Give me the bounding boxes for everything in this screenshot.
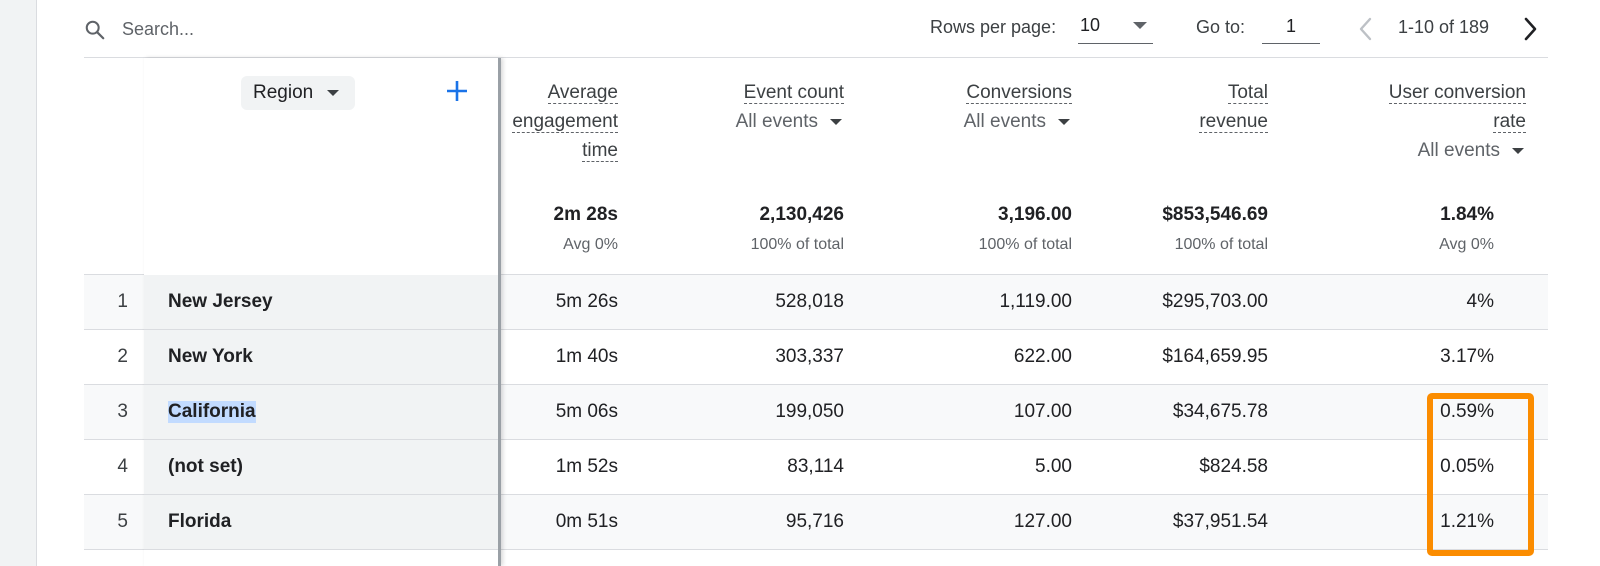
caret-down-icon [327,90,340,96]
column-header-conversions[interactable]: Conversions All events [964,78,1072,136]
total-subtext: 100% of total [1174,236,1268,253]
table-cell: 528,018 [775,291,844,312]
table-cell: 0.59% [1440,401,1494,422]
table-cell: 1,119.00 [999,291,1072,312]
event-filter-select[interactable]: All events [964,107,1072,136]
table-cell: 5.00 [1035,456,1072,477]
table-cell: 1m 40s [555,346,618,367]
total-subtext: Avg 0% [563,236,618,253]
table-cell: 303,337 [775,346,844,367]
highlight-annotation-box [1427,393,1534,556]
table-cell: 95,716 [785,511,844,532]
chevron-right-icon[interactable] [1520,16,1540,42]
search-icon[interactable] [84,19,106,41]
row-index: 4 [117,456,128,477]
table-cell: $164,659.95 [1162,346,1268,367]
region-cell[interactable]: (not set) [144,440,498,495]
region-name-selected: California [168,401,256,423]
total-value: 3,196.00 [998,204,1072,225]
goto-page-input[interactable] [1262,10,1320,44]
row-index: 2 [117,346,128,367]
data-table: 1 2 3 4 5 ed er er Average engagement ti… [84,58,1548,566]
event-filter-select[interactable]: All events [736,107,844,136]
row-index: 3 [117,401,128,422]
rows-per-page-label: Rows per page: [930,17,1057,37]
pagination-range: 1-10 of 189 [1398,17,1490,37]
table-cell: 199,050 [775,401,844,422]
table-cell: $37,951.54 [1172,511,1268,532]
total-value: 2,130,426 [759,204,844,225]
table-cell: 127.00 [1013,511,1072,532]
region-cell[interactable]: Florida [144,495,498,550]
table-cell: 83,114 [787,456,844,477]
caret-down-icon [1133,22,1147,29]
table-cell: $824.58 [1199,456,1268,477]
total-value: $853,546.69 [1162,204,1268,225]
table-cell: 5m 26s [555,291,618,312]
total-value: 2m 28s [553,204,618,225]
table-cell: $295,703.00 [1162,291,1268,312]
header-divider [84,274,1548,275]
table-cell: 5m 06s [555,401,618,422]
row-index: 1 [117,291,128,312]
column-header-user-conversion-rate[interactable]: User conversion rate All events [1388,78,1526,165]
total-subtext: 100% of total [978,236,1072,253]
caret-down-icon [830,119,842,125]
total-value: 1.84% [1440,204,1494,225]
region-cell[interactable]: California [144,385,498,440]
row-index: 5 [117,511,128,532]
search-input[interactable] [122,14,442,44]
dimension-label: Region [253,82,314,103]
caret-down-icon [1058,119,1070,125]
dimension-select[interactable]: Region [241,76,356,110]
region-name: (not set) [168,456,243,477]
region-name: Florida [168,511,232,532]
table-cell: 107.00 [1013,401,1072,422]
table-cell: 1.21% [1440,511,1494,532]
total-subtext: Avg 0% [1439,236,1494,253]
total-subtext: 100% of total [750,236,844,253]
caret-down-icon [1512,148,1524,154]
region-cell[interactable]: New Jersey [144,275,498,330]
column-header-event-count[interactable]: Event count All events [736,78,844,136]
column-header-total-revenue[interactable]: Total revenue [1199,82,1268,133]
region-cell[interactable]: New York [144,330,498,385]
region-name: New York [168,346,253,367]
plus-icon[interactable] [444,78,470,104]
column-header-average-engagement-time[interactable]: Average engagement time [512,82,618,162]
goto-label: Go to: [1196,17,1246,37]
table-cell: 3.17% [1440,346,1494,367]
frozen-dimension-column: Region New Jersey New York California (n… [144,58,501,566]
table-cell: 622.00 [1013,346,1072,367]
rows-per-page-value: 10 [1080,15,1101,35]
toolbar-divider [84,57,1548,58]
chevron-left-icon[interactable] [1356,16,1376,42]
table-cell: $34,675.78 [1172,401,1268,422]
table-cell: 0.05% [1440,456,1494,477]
region-name: New Jersey [168,291,273,312]
table-cell: 1m 52s [555,456,618,477]
table-cell: 4% [1466,291,1494,312]
rows-per-page-select[interactable]: 10 [1078,10,1153,44]
left-gutter [0,0,37,566]
event-filter-select[interactable]: All events [1418,136,1526,165]
table-cell: 0m 51s [555,511,618,532]
